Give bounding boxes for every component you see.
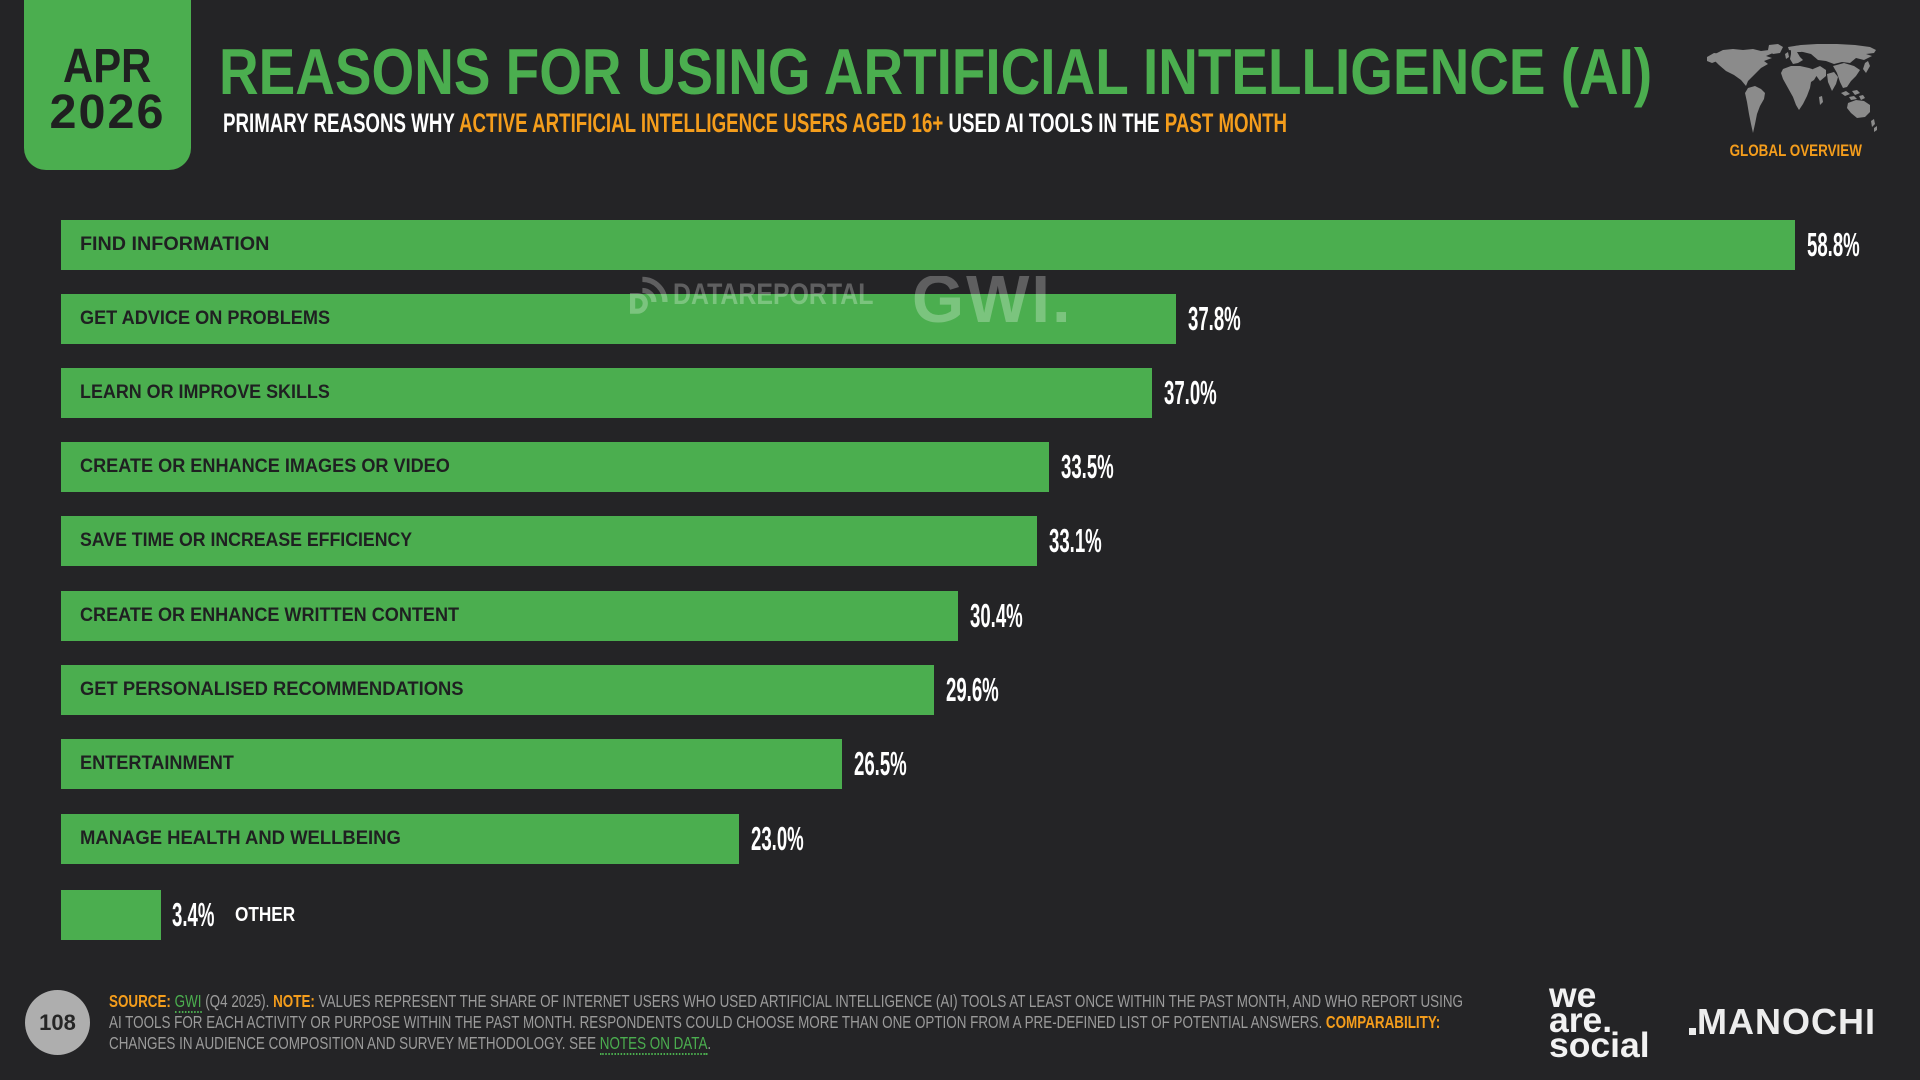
svg-text:DATAREPORTAL: DATAREPORTAL — [673, 277, 873, 311]
svg-text:GWI.: GWI. — [912, 276, 1073, 336]
